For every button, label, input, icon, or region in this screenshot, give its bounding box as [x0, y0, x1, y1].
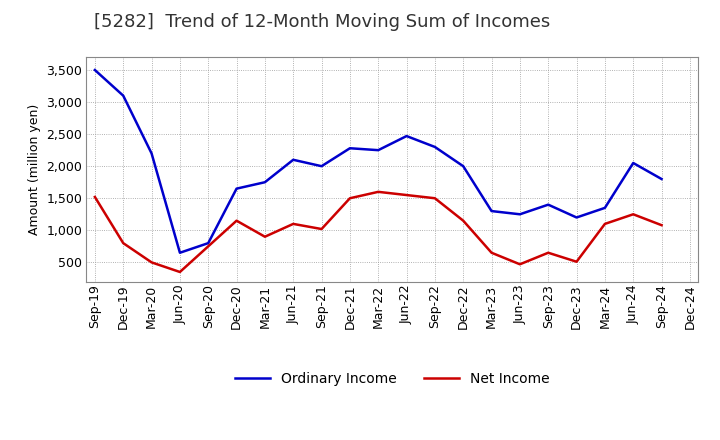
- Ordinary Income: [204, 241, 212, 246]
- Legend: Ordinary Income, Net Income: Ordinary Income, Net Income: [230, 366, 555, 391]
- Line: Net Income: Net Income: [95, 192, 662, 272]
- Line: Ordinary Income: Ordinary Income: [95, 70, 662, 253]
- Ordinary Income: [459, 164, 467, 169]
- Ordinary Income: [289, 157, 297, 162]
- Net Income: [148, 260, 156, 265]
- Net Income: [91, 194, 99, 200]
- Ordinary Income: [402, 133, 411, 139]
- Net Income: [346, 196, 354, 201]
- Ordinary Income: [318, 164, 326, 169]
- Ordinary Income: [346, 146, 354, 151]
- Net Income: [318, 227, 326, 232]
- Net Income: [233, 218, 241, 224]
- Net Income: [657, 223, 666, 228]
- Net Income: [459, 218, 467, 224]
- Net Income: [374, 189, 382, 194]
- Net Income: [629, 212, 637, 217]
- Ordinary Income: [374, 147, 382, 153]
- Ordinary Income: [544, 202, 552, 207]
- Ordinary Income: [487, 209, 496, 214]
- Ordinary Income: [516, 212, 524, 217]
- Ordinary Income: [233, 186, 241, 191]
- Net Income: [289, 221, 297, 227]
- Net Income: [176, 269, 184, 275]
- Net Income: [544, 250, 552, 255]
- Net Income: [487, 250, 496, 255]
- Ordinary Income: [91, 67, 99, 73]
- Net Income: [572, 259, 581, 264]
- Ordinary Income: [176, 250, 184, 255]
- Text: [5282]  Trend of 12-Month Moving Sum of Incomes: [5282] Trend of 12-Month Moving Sum of I…: [94, 13, 550, 31]
- Net Income: [204, 244, 212, 249]
- Net Income: [431, 196, 439, 201]
- Y-axis label: Amount (million yen): Amount (million yen): [28, 104, 41, 235]
- Ordinary Income: [431, 144, 439, 150]
- Ordinary Income: [629, 160, 637, 165]
- Net Income: [600, 221, 609, 227]
- Net Income: [261, 234, 269, 239]
- Ordinary Income: [600, 205, 609, 210]
- Net Income: [402, 192, 411, 198]
- Ordinary Income: [572, 215, 581, 220]
- Ordinary Income: [148, 151, 156, 156]
- Net Income: [516, 262, 524, 267]
- Ordinary Income: [657, 176, 666, 182]
- Ordinary Income: [261, 180, 269, 185]
- Ordinary Income: [119, 93, 127, 98]
- Net Income: [119, 241, 127, 246]
